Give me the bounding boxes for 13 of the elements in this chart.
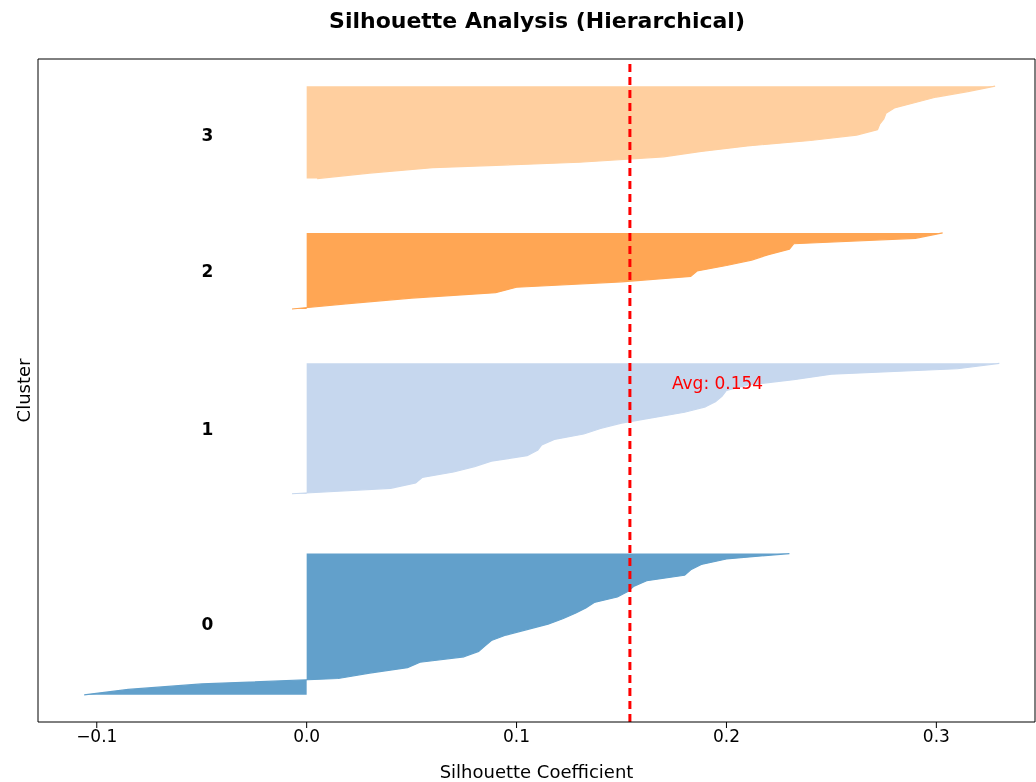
- x-tick-label: 0.3: [922, 726, 950, 747]
- chart-title: Silhouette Analysis (Hierarchical): [328, 8, 746, 33]
- x-tick-label: −0.1: [76, 726, 118, 747]
- x-axis-title: Silhouette Coefficient: [439, 761, 634, 782]
- y-axis-title: Cluster: [13, 357, 35, 423]
- annotation: 3: [201, 125, 214, 146]
- annotation: 0: [201, 614, 214, 635]
- x-tick-label: 0.1: [503, 726, 531, 747]
- ref-line-label: Avg: 0.154: [671, 373, 764, 393]
- annotation: 2: [201, 260, 214, 281]
- x-tick-label: 0.2: [712, 726, 740, 747]
- annotation: 1: [201, 418, 214, 439]
- x-tick-label: 0.0: [293, 726, 321, 747]
